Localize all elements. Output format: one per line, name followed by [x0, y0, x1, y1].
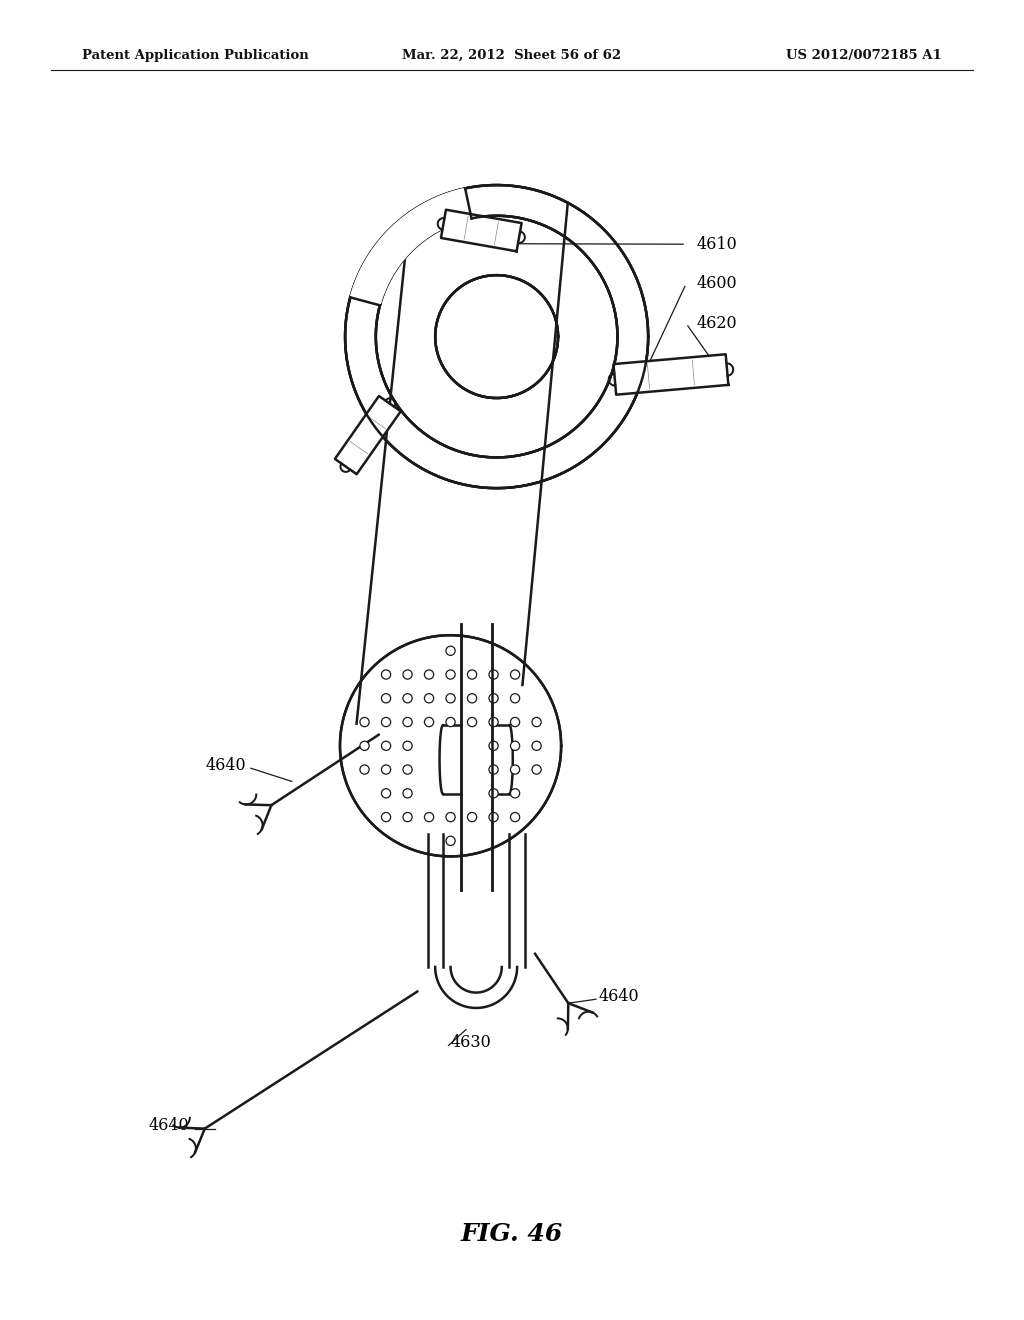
Circle shape — [424, 671, 434, 678]
Circle shape — [510, 671, 519, 678]
Circle shape — [467, 813, 477, 821]
Circle shape — [467, 694, 477, 702]
Circle shape — [510, 718, 519, 726]
Circle shape — [402, 742, 412, 750]
Text: FIG. 46: FIG. 46 — [461, 1222, 563, 1246]
Circle shape — [532, 742, 541, 750]
Circle shape — [489, 789, 498, 797]
Circle shape — [446, 837, 455, 845]
Polygon shape — [441, 210, 521, 251]
Circle shape — [381, 813, 391, 821]
Polygon shape — [442, 725, 510, 793]
Circle shape — [381, 766, 391, 774]
Circle shape — [424, 694, 434, 702]
Polygon shape — [428, 834, 524, 1008]
Circle shape — [510, 766, 519, 774]
Text: 4640: 4640 — [148, 1118, 189, 1134]
Circle shape — [489, 694, 498, 702]
Circle shape — [489, 742, 498, 750]
Circle shape — [532, 718, 541, 726]
Circle shape — [402, 813, 412, 821]
Text: 4620: 4620 — [696, 315, 737, 331]
Circle shape — [467, 718, 477, 726]
Circle shape — [402, 718, 412, 726]
Circle shape — [381, 718, 391, 726]
Circle shape — [381, 789, 391, 797]
Circle shape — [424, 718, 434, 726]
Circle shape — [510, 694, 519, 702]
Circle shape — [381, 742, 391, 750]
Circle shape — [402, 671, 412, 678]
Circle shape — [360, 766, 369, 774]
Text: 4600: 4600 — [696, 276, 737, 292]
Polygon shape — [613, 354, 728, 395]
Circle shape — [489, 718, 498, 726]
Circle shape — [381, 694, 391, 702]
Circle shape — [360, 742, 369, 750]
Text: Mar. 22, 2012  Sheet 56 of 62: Mar. 22, 2012 Sheet 56 of 62 — [402, 49, 622, 62]
Circle shape — [402, 694, 412, 702]
Polygon shape — [350, 189, 471, 305]
Text: 4630: 4630 — [451, 1035, 492, 1051]
Circle shape — [424, 813, 434, 821]
Circle shape — [510, 813, 519, 821]
Circle shape — [446, 647, 455, 655]
Circle shape — [446, 694, 455, 702]
Circle shape — [360, 718, 369, 726]
Circle shape — [532, 766, 541, 774]
Polygon shape — [335, 396, 400, 474]
Circle shape — [510, 789, 519, 797]
Circle shape — [446, 718, 455, 726]
Circle shape — [510, 742, 519, 750]
Circle shape — [489, 766, 498, 774]
Circle shape — [446, 671, 455, 678]
Circle shape — [489, 671, 498, 678]
Circle shape — [467, 671, 477, 678]
Circle shape — [381, 671, 391, 678]
Circle shape — [402, 789, 412, 797]
Text: US 2012/0072185 A1: US 2012/0072185 A1 — [786, 49, 942, 62]
Text: Patent Application Publication: Patent Application Publication — [82, 49, 308, 62]
Text: 4640: 4640 — [599, 989, 640, 1005]
Text: 4640: 4640 — [205, 758, 246, 774]
Circle shape — [446, 813, 455, 821]
Text: 4610: 4610 — [696, 236, 737, 252]
Circle shape — [402, 766, 412, 774]
Circle shape — [489, 813, 498, 821]
